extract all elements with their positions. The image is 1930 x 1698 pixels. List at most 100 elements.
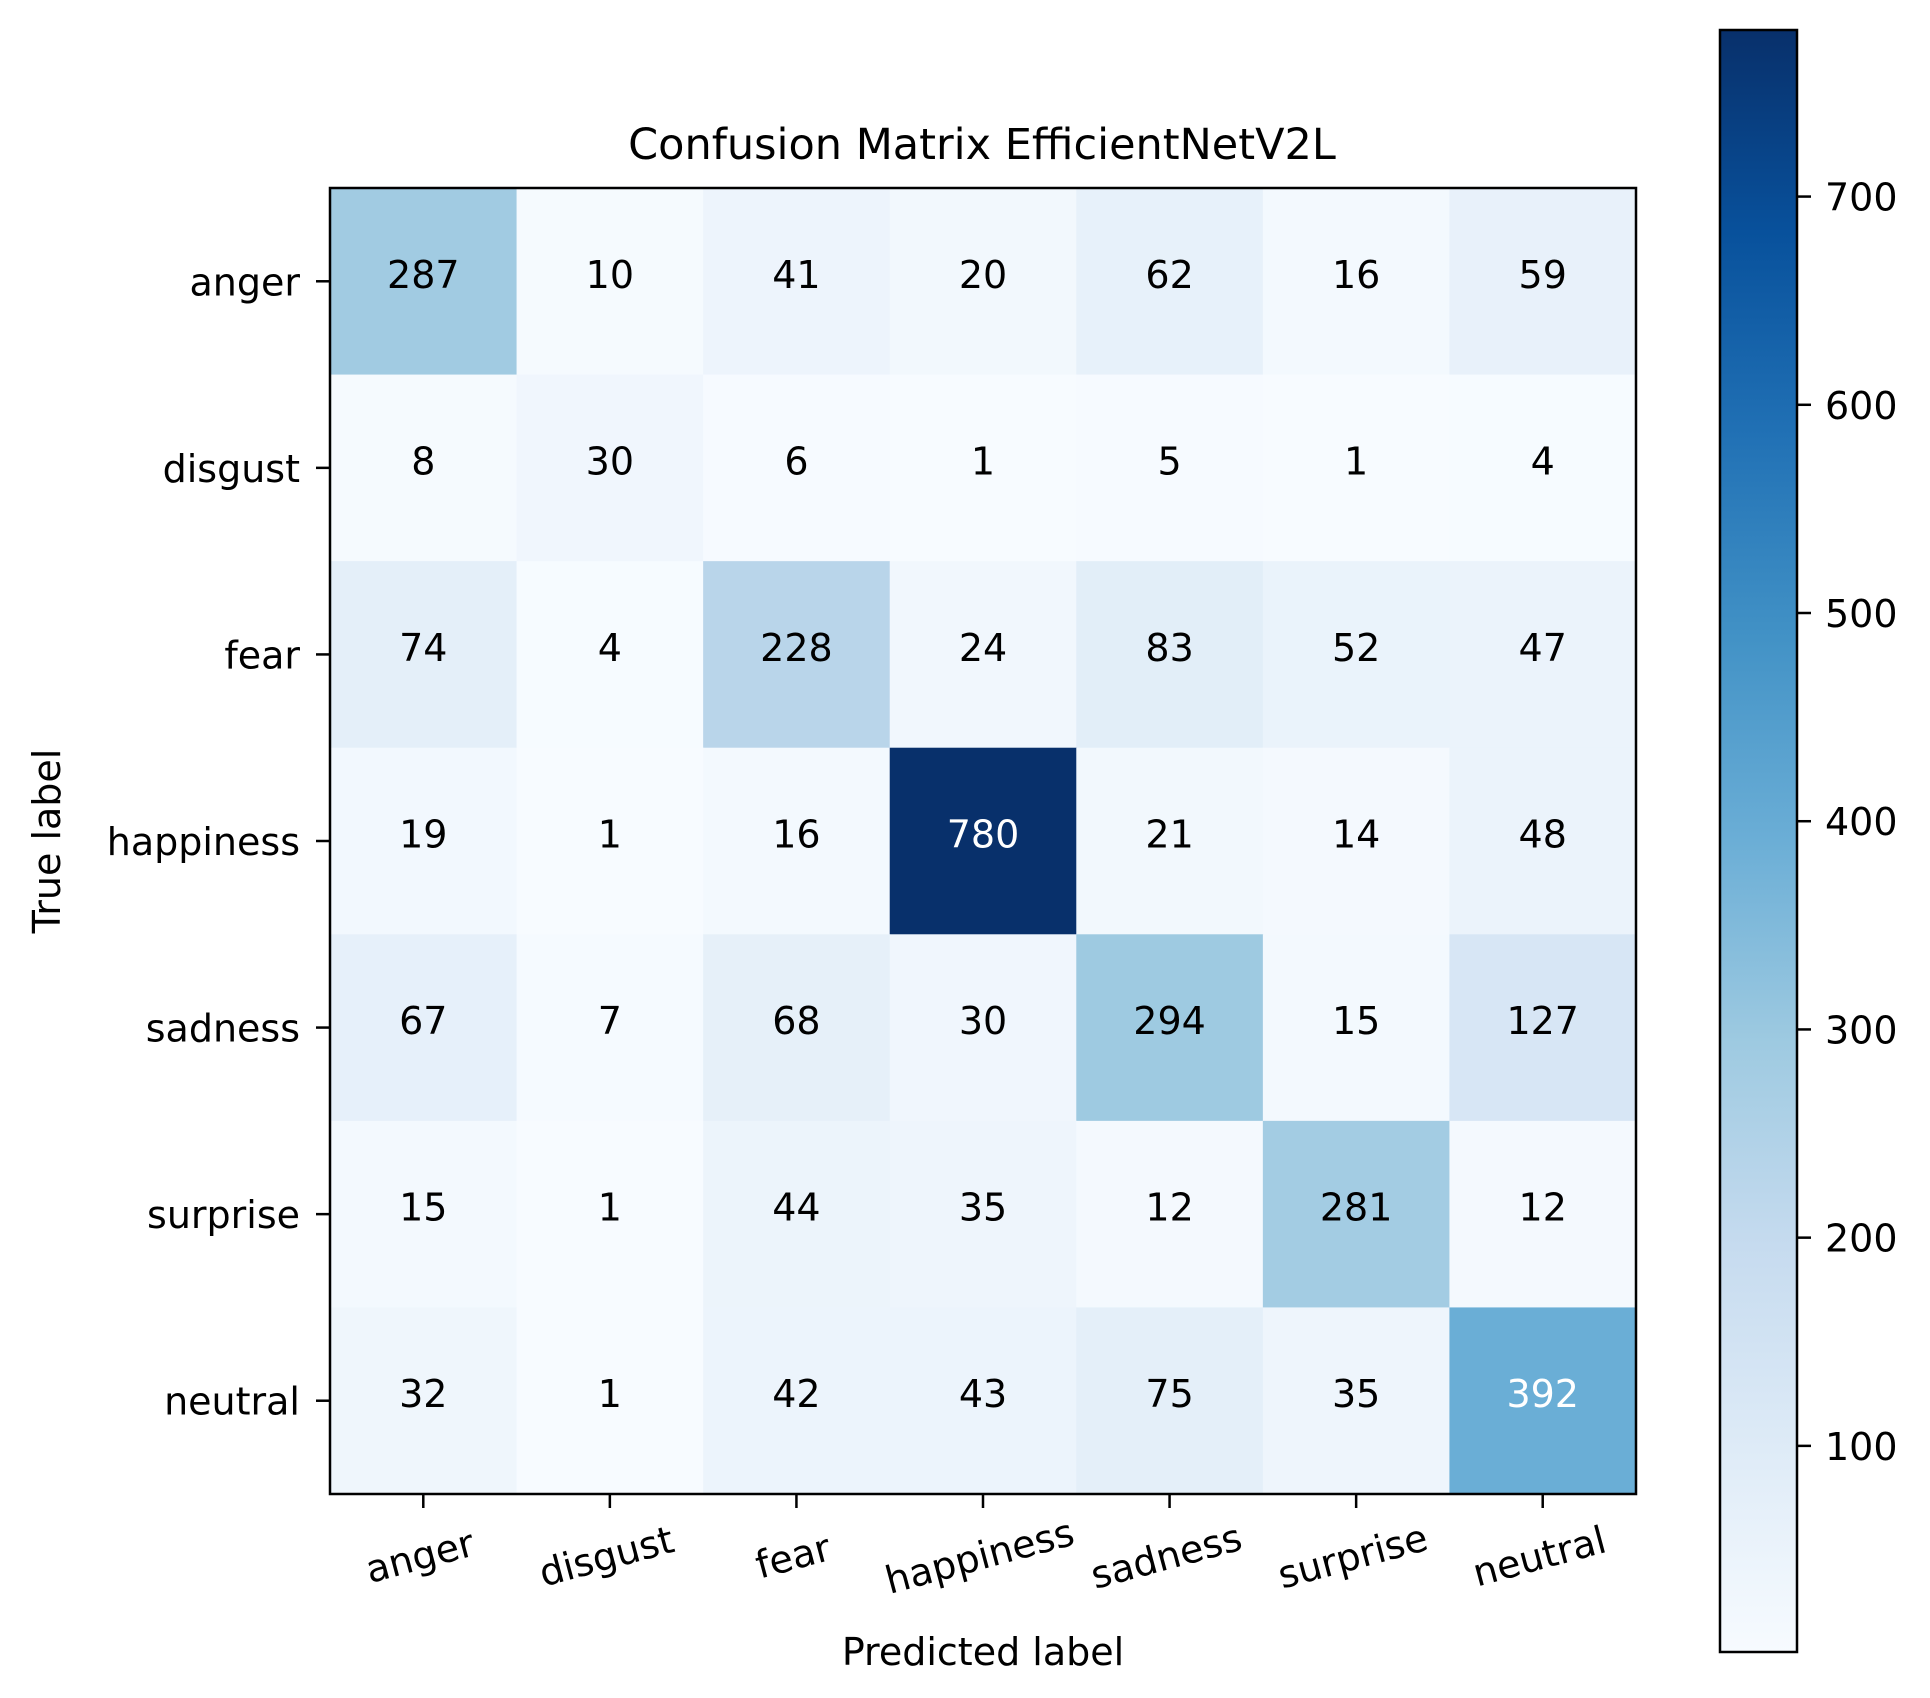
cell-value-label: 5 [1157,439,1181,483]
cell-value-label: 14 [1332,813,1380,857]
heatmap-cell [330,561,518,749]
cell-value-label: 62 [1145,253,1193,297]
heatmap-cells [330,188,1637,1495]
heatmap-cell [516,1120,704,1308]
heatmap-cell [1262,1120,1450,1308]
heatmap-cell [516,561,704,749]
cell-value-label: 8 [411,439,435,483]
x-tick-label: anger [361,1521,479,1592]
cell-value-label: 44 [772,1186,820,1230]
colorbar-tick-label: 300 [1825,1008,1898,1052]
colorbar-tick-label: 200 [1825,1217,1898,1261]
cell-value-label: 30 [959,999,1007,1043]
heatmap-cell [1449,561,1637,749]
cell-value-label: 1 [598,813,622,857]
colorbar: 100 200 300 400 500 600 700 [1718,28,1898,1654]
heatmap-cell [1449,188,1637,376]
cell-value-label: 1 [598,1372,622,1416]
heatmap-cell [1076,934,1264,1122]
cell-value-label: 780 [947,813,1020,857]
cell-value-label: 43 [959,1372,1007,1416]
colorbar-gradient [1718,28,1799,1654]
cell-value-label: 287 [387,253,460,297]
x-tick-label: surprise [1273,1515,1432,1597]
heatmap-cell [516,374,704,562]
heatmap-cell [1076,1120,1264,1308]
heatmap-cell [516,1307,704,1495]
heatmap-cell [1449,934,1637,1122]
cell-value-label: 35 [959,1186,1007,1230]
cell-value-label: 20 [959,253,1007,297]
colorbar-tick-label: 400 [1825,800,1898,844]
cell-value-label: 12 [1145,1186,1193,1230]
chart-title: Confusion Matrix EfficientNetV2L [628,120,1336,170]
cell-value-label: 1 [971,439,995,483]
x-tick-label: happiness [881,1510,1079,1603]
x-axis-label: Predicted label [842,1630,1124,1674]
heatmap-cell [703,1307,891,1495]
colorbar-tick-label: 500 [1825,592,1898,636]
heatmap-cell [330,747,518,935]
heatmap-cell [1449,747,1637,935]
heatmap-cell [516,188,704,376]
colorbar-tick-label: 700 [1825,176,1898,220]
heatmap-cell [889,747,1077,935]
x-tick-label: disgust [534,1517,678,1595]
cell-value-label: 41 [772,253,820,297]
heatmap-cell [1262,747,1450,935]
y-tick-label: anger [190,260,301,304]
cell-value-label: 1 [1344,439,1368,483]
colorbar-tick-label: 100 [1825,1425,1898,1469]
heatmap-cell [703,561,891,749]
y-tick-label: neutral [164,1380,300,1424]
y-axis-label: True label [25,749,69,935]
y-tick-label: surprise [147,1193,300,1237]
y-tick-label: fear [224,633,300,677]
cell-value-label: 75 [1145,1372,1193,1416]
x-axis-ticks: anger disgust fear happiness sadness surprise… [361,1494,1611,1603]
heatmap-cell [703,374,891,562]
heatmap-cell [1076,1307,1264,1495]
heatmap-cell [889,374,1077,562]
heatmap-cell [889,934,1077,1122]
heatmap-cell [330,1307,518,1495]
heatmap-cell [1262,188,1450,376]
y-axis-ticks: anger disgust fear happiness sadness surprise… [107,260,330,1424]
heatmap-cell [1076,188,1264,376]
cell-value-label: 59 [1519,253,1567,297]
cell-value-label: 48 [1519,813,1567,857]
heatmap-cell [1262,374,1450,562]
cell-value-label: 4 [598,626,622,670]
heatmap-cell [703,747,891,935]
cell-value-label: 1 [598,1186,622,1230]
colorbar-tick-label: 600 [1825,384,1898,428]
cell-value-label: 281 [1320,1186,1393,1230]
y-tick-label: disgust [163,447,300,491]
cell-value-label: 228 [760,626,833,670]
cell-value-label: 52 [1332,626,1380,670]
cell-value-label: 42 [772,1372,820,1416]
heatmap-cell [889,1307,1077,1495]
heatmap-cell [1076,561,1264,749]
cell-value-label: 68 [772,999,820,1043]
cell-value-label: 16 [772,813,820,857]
cell-value-label: 127 [1506,999,1579,1043]
x-tick-label: fear [751,1525,836,1587]
heatmap-cell [703,934,891,1122]
heatmap-cell [703,188,891,376]
heatmap-cell [1449,374,1637,562]
x-tick-label: sadness [1086,1515,1246,1597]
heatmap-cell [330,188,518,376]
cell-value-label: 67 [399,999,447,1043]
y-tick-label: happiness [107,820,300,864]
cell-value-label: 12 [1519,1186,1567,1230]
heatmap-cell [703,1120,891,1308]
heatmap-cell [1449,1120,1637,1308]
cell-value-label: 24 [959,626,1007,670]
cell-value-label: 7 [598,999,622,1043]
heatmap-cell [516,934,704,1122]
cell-value-label: 19 [399,813,447,857]
cell-value-label: 16 [1332,253,1380,297]
